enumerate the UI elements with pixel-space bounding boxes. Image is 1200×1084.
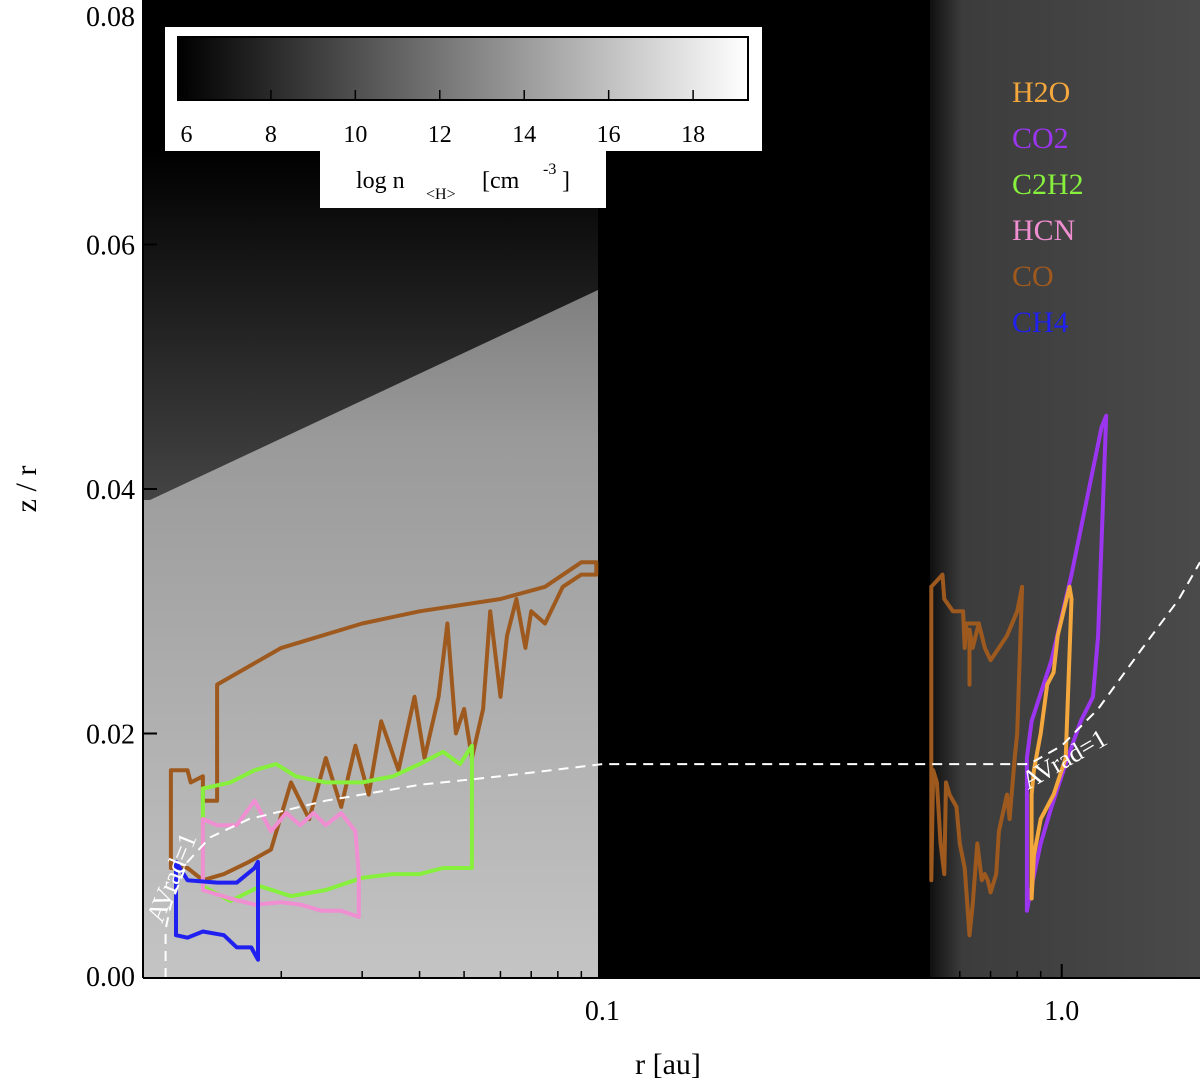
series-line-h2o [1029, 584, 1074, 901]
series-line-hcn [200, 798, 361, 919]
y-tick-label: 0.00 [86, 962, 135, 993]
colorbar-label-sub: <H> [426, 186, 456, 203]
series-line-co [967, 621, 981, 687]
colorbar-tick-label: 18 [681, 122, 705, 148]
legend-entry-ch4: CH4 [1012, 306, 1069, 339]
series-line-ch4 [174, 859, 260, 962]
y-tick-label: 0.02 [86, 720, 135, 751]
x-tick-label: 0.1 [585, 996, 620, 1027]
series-line-co [929, 572, 1025, 938]
contour-avrad-1 [164, 561, 1200, 978]
series-line-c2h2 [200, 743, 474, 903]
legend-entry-c2h2: C2H2 [1012, 168, 1084, 201]
y-axis-title: z / r [10, 466, 43, 513]
colorbar-ticks: 6 8 10 12 14 16 18 [180, 90, 705, 148]
y-tick-label: 0.06 [86, 231, 135, 262]
legend-entry-co: CO [1012, 260, 1054, 293]
colorbar-tick-label: 14 [512, 122, 536, 148]
outer-disk-density [930, 0, 1200, 978]
y-ticks: 0.00 0.02 0.04 0.06 0.08 [86, 0, 157, 993]
colorbar-tick-label: 12 [428, 122, 452, 148]
colorbar-label-exponent: -3 [543, 161, 556, 178]
y-tick-label: 0.04 [86, 475, 135, 506]
x-tick-label: 1.0 [1044, 996, 1079, 1027]
colorbar: 6 8 10 12 14 16 18 log n <H> [cm -3 ] [165, 27, 762, 208]
density-map [143, 0, 1200, 978]
colorbar-gradient [177, 36, 749, 101]
series-line-co [168, 560, 599, 883]
colorbar-label-panel [320, 151, 606, 208]
colorbar-label-unit-prefix: [cm [482, 168, 520, 194]
colorbar-label-main: log n [356, 168, 405, 194]
legend-entry-hcn: HCN [1012, 214, 1075, 247]
legend: H2O CO2 C2H2 HCN CO CH4 [1012, 76, 1084, 339]
contour-layer [164, 561, 1200, 978]
colorbar-tick-label: 10 [343, 122, 367, 148]
colorbar-tick-label: 8 [265, 122, 277, 148]
legend-entry-co2: CO2 [1012, 122, 1069, 155]
x-axis-title: r [au] [635, 1048, 701, 1081]
y-tick-label: 0.08 [86, 2, 135, 33]
legend-entry-h2o: H2O [1012, 76, 1070, 109]
gap-region [598, 0, 930, 978]
colorbar-tick-label: 6 [180, 122, 192, 148]
series-line-co2 [1024, 413, 1109, 913]
colorbar-tick-label: 16 [597, 122, 621, 148]
axes: 0.00 0.02 0.04 0.06 0.08 0.1 1.0 z / r r [au] [10, 0, 1200, 1081]
x-ticks: 0.1 1.0 [280, 964, 1079, 1027]
inner-upper-atmosphere [143, 150, 598, 500]
colorbar-label-unit-suffix: ] [562, 168, 570, 194]
series-layer [168, 413, 1109, 962]
